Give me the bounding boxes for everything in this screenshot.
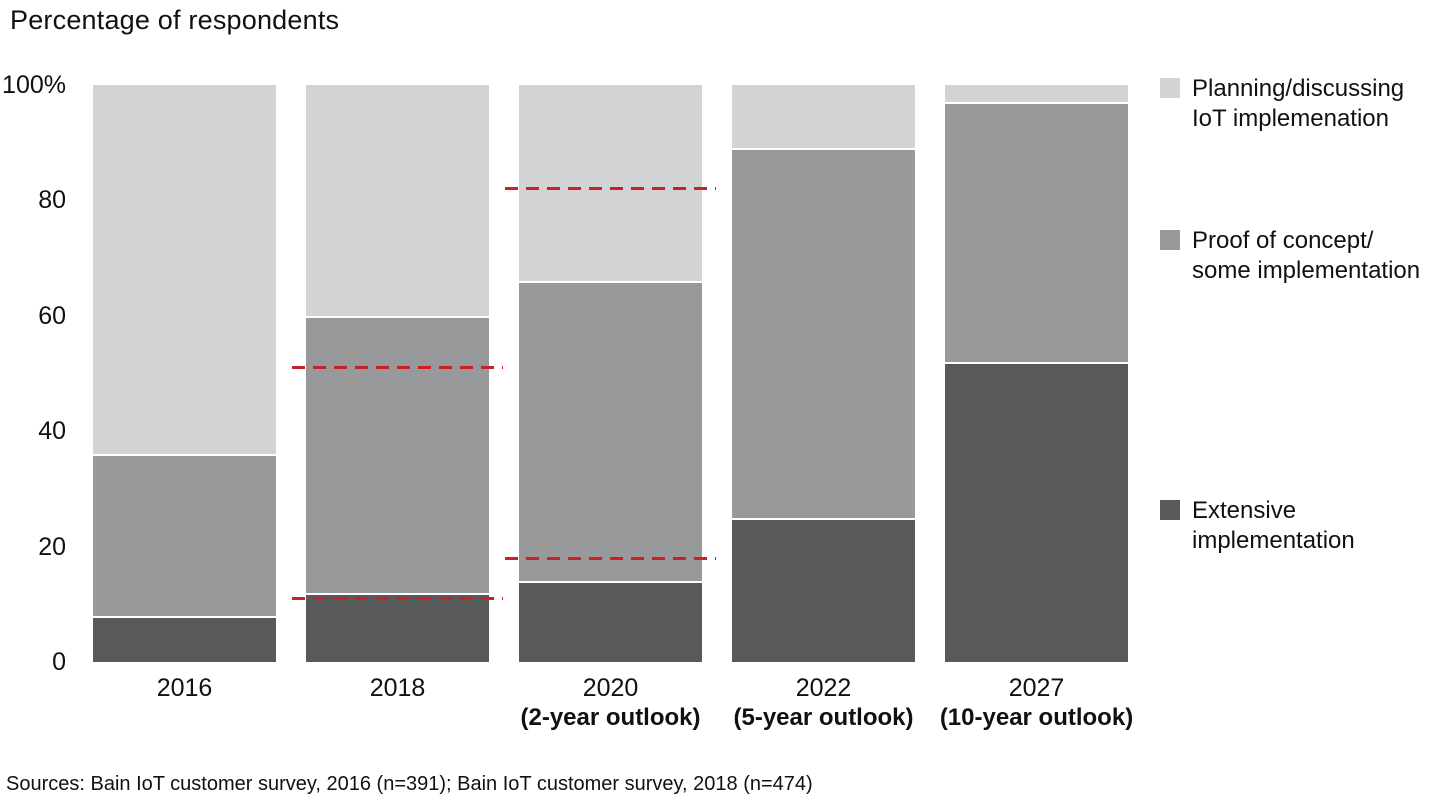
source-note: Sources: Bain IoT customer survey, 2016 … <box>6 773 813 795</box>
y-axis-tick-100: 100% <box>2 71 66 99</box>
dashed-reference-line-2018-11 <box>292 597 503 601</box>
legend-swatch-extensive-implementation <box>1160 500 1180 520</box>
legend-swatch-planning-discussing <box>1160 78 1180 98</box>
bar-segment-planning-discussing-iot-implemenation-2016 <box>93 85 276 455</box>
bar-segment-proof-of-concept-some-implementation-2027 <box>945 102 1128 362</box>
bar-2022 <box>732 85 915 662</box>
bar-segment-planning-discussing-iot-implemenation-2022 <box>732 85 915 149</box>
bar-segment-extensive-implementation-2020 <box>519 581 702 662</box>
legend-label-extensive-implementation: Extensive implementation <box>1192 497 1355 554</box>
bar-2020 <box>519 85 702 662</box>
legend-label-planning-discussing: Planning/discussing IoT implemenation <box>1192 75 1405 132</box>
bar-segment-planning-discussing-iot-implemenation-2020 <box>519 85 702 282</box>
dashed-reference-line-2020-82 <box>505 187 716 191</box>
bar-2016 <box>93 85 276 662</box>
x-axis-sublabel-2027: (10-year outlook) <box>939 704 1134 731</box>
bar-segment-extensive-implementation-2016 <box>93 615 276 662</box>
y-axis-tick-80: 80 <box>38 186 66 215</box>
x-axis-label-2016: 2016 <box>156 674 213 702</box>
legend-swatch-proof-of-concept <box>1160 230 1180 250</box>
dashed-reference-line-2020-18 <box>505 556 716 560</box>
bar-segment-proof-of-concept-some-implementation-2016 <box>93 454 276 616</box>
x-axis-label-2022: 2022 <box>795 674 852 702</box>
bar-2018 <box>306 85 489 662</box>
legend-item-planning-discussing: Planning/discussing IoT implemenation <box>1160 74 1404 134</box>
x-axis-label-2027: 2027 <box>1008 674 1065 702</box>
y-axis-tick-0: 0 <box>52 648 66 676</box>
legend: Planning/discussing IoT implemenation Pro… <box>1160 0 1440 700</box>
y-axis-tick-60: 60 <box>38 301 66 330</box>
bar-segment-planning-discussing-iot-implemenation-2027 <box>945 85 1128 103</box>
bar-2027 <box>945 85 1128 662</box>
bar-segment-extensive-implementation-2018 <box>306 592 489 662</box>
y-axis-tick-40: 40 <box>38 417 66 446</box>
bar-segment-proof-of-concept-some-implementation-2022 <box>732 148 915 518</box>
bar-segment-extensive-implementation-2022 <box>732 517 915 662</box>
legend-item-extensive-implementation: Extensive implementation <box>1160 496 1355 556</box>
x-axis-sublabel-2020: (2-year outlook) <box>520 704 701 731</box>
legend-item-proof-of-concept: Proof of concept/some implementation <box>1160 226 1420 286</box>
legend-label-proof-of-concept: Proof of concept/some implementation <box>1192 227 1421 284</box>
bar-segment-proof-of-concept-some-implementation-2018 <box>306 315 489 593</box>
bar-segment-planning-discussing-iot-implemenation-2018 <box>306 85 489 316</box>
dashed-reference-line-2018-51 <box>292 366 503 370</box>
x-axis-sublabel-2022: (5-year outlook) <box>733 704 914 731</box>
bar-segment-extensive-implementation-2027 <box>945 361 1128 662</box>
x-axis-label-2018: 2018 <box>369 674 426 702</box>
chart-title: Percentage of respondents <box>10 5 340 35</box>
y-axis-tick-20: 20 <box>38 532 66 561</box>
x-axis-label-2020: 2020 <box>582 674 639 702</box>
bar-segment-proof-of-concept-some-implementation-2020 <box>519 281 702 582</box>
